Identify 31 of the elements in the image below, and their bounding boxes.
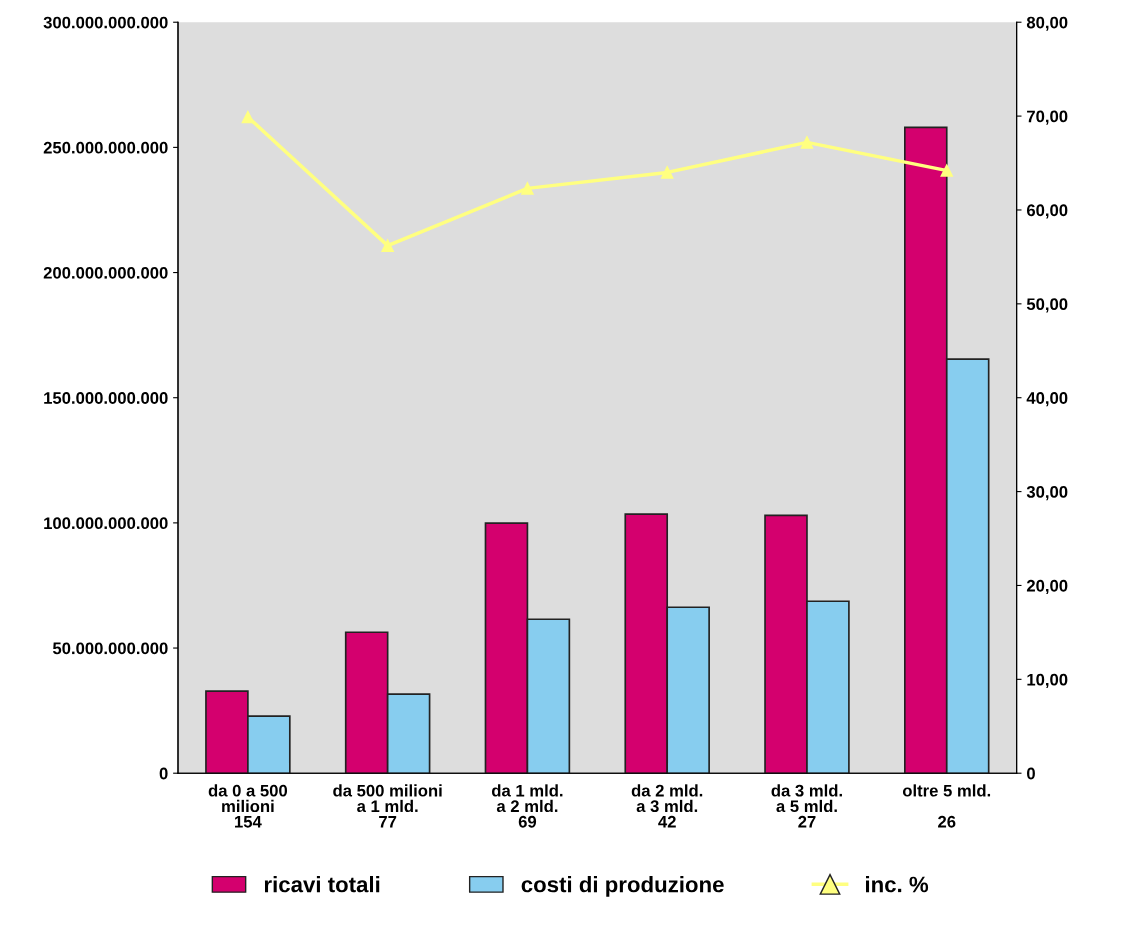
y2-tick-label: 40,00 [1026,392,1068,407]
x-tick-label: da 2 mld. a 3 mld. 42 [631,784,703,828]
x-tick-label: da 1 mld. a 2 mld. 69 [491,784,563,828]
y2-tick-label: 0 [1027,767,1035,780]
y-tick-label: 100.000.000.000 [44,517,168,530]
y-tick-label: 250.000.000.000 [43,141,168,154]
y2-tick-label: 30,00 [1026,485,1068,501]
point [660,166,674,179]
legend-label: inc. % [866,876,929,893]
y-tick-label: 200.000.000.000 [43,266,168,279]
point [241,110,255,124]
y2-tick-label: 70,00 [1027,110,1068,125]
y2-tick-label: 60,00 [1026,204,1068,219]
y2-tick-label: 80,00 [1026,16,1068,31]
y-tick-label: 300.000.000.000 [43,16,168,29]
legend-label: ricavi totali [264,876,380,893]
y2-tick-label: 50,00 [1026,298,1068,313]
y2-tick-label: 10,00 [1027,673,1068,688]
x-tick-label: da 3 mld. a 5 mld. 27 [771,784,842,828]
y-tick-label: 0 [159,767,168,780]
x-tick-label: oltre 5 mld. 26 [902,784,991,828]
x-tick-label: da 0 a 500 milioni 154 [208,784,288,828]
legend-label: costi di produzione [521,876,724,897]
y2-tick-label: 20,00 [1026,579,1068,595]
point [800,136,814,149]
point [940,164,953,177]
point [381,239,394,252]
y-tick-label: 50.000.000.000 [52,642,168,655]
point [521,182,534,195]
y-tick-label: 150.000.000.000 [44,392,168,404]
x-tick-label: da 500 milioni a 1 mld. 77 [333,784,442,828]
